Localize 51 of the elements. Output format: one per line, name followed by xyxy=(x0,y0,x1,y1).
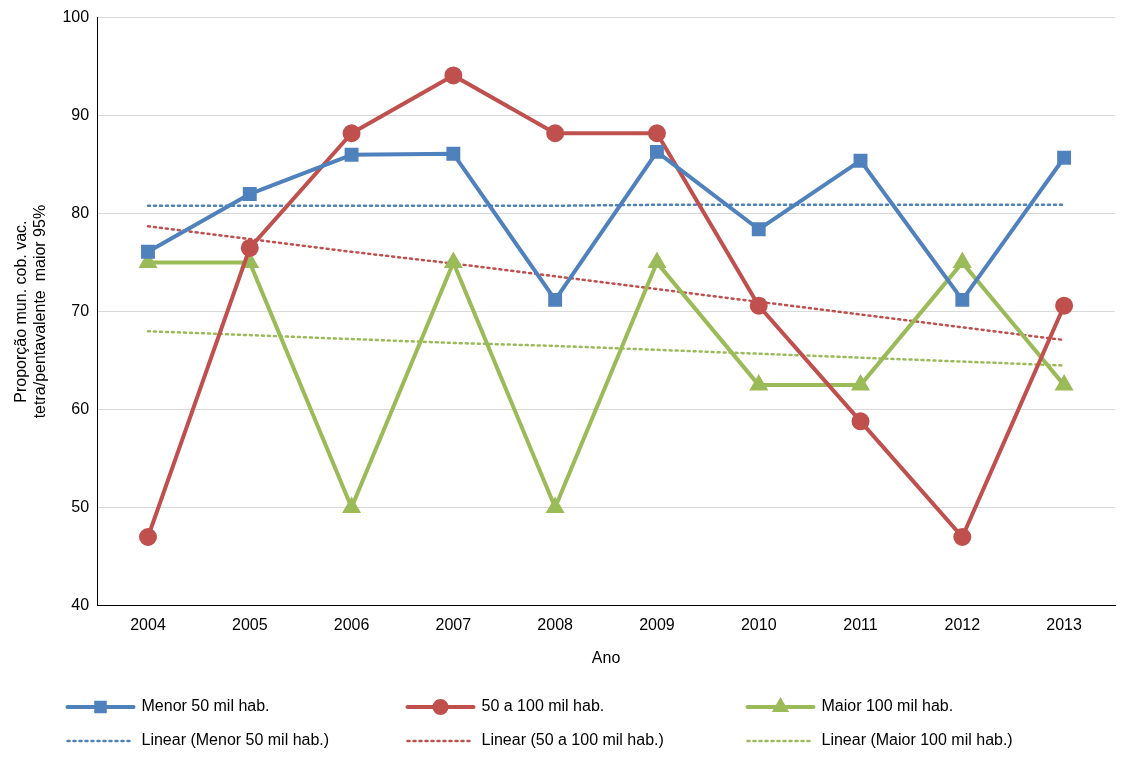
point xyxy=(344,147,359,162)
y-tick-label: 50 xyxy=(71,498,90,516)
y-tick-label: 100 xyxy=(62,8,90,26)
point xyxy=(141,244,155,259)
point xyxy=(1057,150,1072,165)
point xyxy=(242,187,257,201)
y-tick-label: 60 xyxy=(71,400,90,418)
x-axis-title: Ano xyxy=(591,648,621,666)
point xyxy=(240,238,259,257)
point xyxy=(1056,376,1073,391)
point xyxy=(546,124,565,143)
x-tick-label: 2009 xyxy=(639,615,675,633)
point xyxy=(647,124,666,143)
y-tick-label: 80 xyxy=(71,204,90,222)
y-tick-label: 40 xyxy=(71,596,90,614)
point xyxy=(342,496,361,514)
point xyxy=(853,153,868,168)
point xyxy=(649,144,664,159)
x-tick-label: 2013 xyxy=(1046,615,1082,633)
x-tick-label: 2005 xyxy=(231,615,268,633)
x-tick-label: 2010 xyxy=(740,615,777,633)
legend-label: Menor 50 mil hab. xyxy=(141,697,270,715)
legend-label: 50 a 100 mil hab. xyxy=(481,697,605,715)
point xyxy=(545,496,565,514)
point xyxy=(444,251,463,269)
point xyxy=(446,146,461,161)
point xyxy=(955,292,970,307)
point xyxy=(852,376,869,391)
x-tick-label: 2007 xyxy=(435,615,472,633)
point xyxy=(647,251,667,269)
legend-label: Linear (Menor 50 mil hab.) xyxy=(141,731,330,749)
y-tick-label: 90 xyxy=(71,106,90,124)
point xyxy=(444,66,463,85)
point xyxy=(851,412,870,431)
x-tick-label: 2006 xyxy=(333,615,370,633)
point xyxy=(749,296,768,315)
legend-label: Maior 100 mil hab. xyxy=(821,697,954,715)
legend-label: Linear (Maior 100 mil hab.) xyxy=(821,731,1013,749)
x-tick-label: 2012 xyxy=(944,615,981,633)
point xyxy=(953,251,972,269)
x-tick-label: 2004 xyxy=(130,615,166,633)
y-axis-title: Proporção mun. cob. vac. tetra/pentavalente maior 95% xyxy=(12,204,49,419)
point xyxy=(750,376,767,391)
point xyxy=(1055,296,1074,315)
x-tick-label: 2008 xyxy=(537,615,574,633)
y-tick-label: 70 xyxy=(71,302,90,320)
legend-label: Linear (50 a 100 mil hab.) xyxy=(481,731,664,749)
point xyxy=(342,124,361,143)
point xyxy=(751,222,766,237)
x-tick-label: 2011 xyxy=(843,615,878,633)
point xyxy=(548,292,563,307)
